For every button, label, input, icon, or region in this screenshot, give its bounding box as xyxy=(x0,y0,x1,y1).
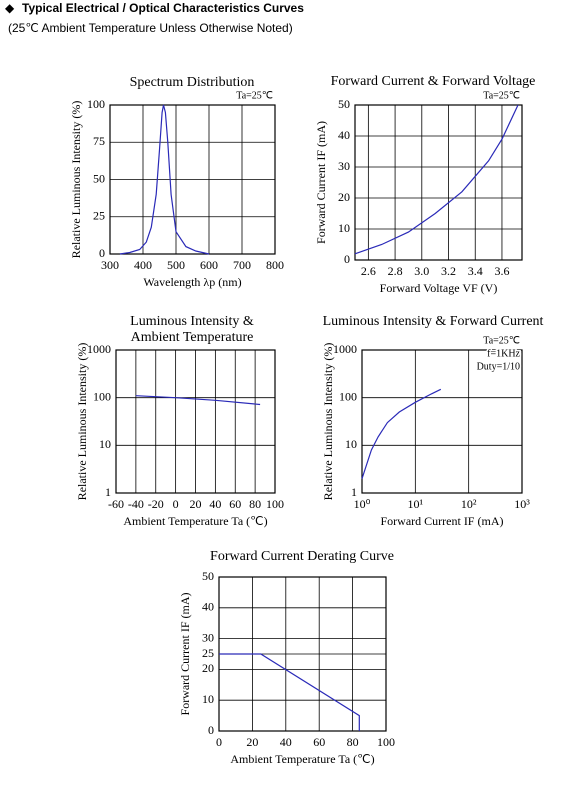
plot-frame xyxy=(115,349,276,494)
x-tick-label: 80 xyxy=(249,497,261,511)
y-tick-label: 1000 xyxy=(333,342,357,356)
x-tick-label: 20 xyxy=(190,497,202,511)
x-tick-label: 0 xyxy=(173,497,179,511)
x-tick-label: 10² xyxy=(461,497,477,511)
x-tick-label: 40 xyxy=(280,735,292,749)
annotation: Ta=25℃ xyxy=(236,90,273,101)
y-tick-label: 0 xyxy=(344,252,350,266)
x-axis-label: Ambient Temperature Ta (℃) xyxy=(123,514,267,528)
y-axis-label: Relative Luminous Intensity (%) xyxy=(75,343,89,501)
y-axis-label: Forward Current IF (mA) xyxy=(178,593,192,716)
y-tick-label: 1000 xyxy=(87,342,111,356)
x-axis-label: Forward Current IF (mA) xyxy=(381,514,504,528)
annotation: f=1KHz xyxy=(487,348,520,359)
y-tick-label: 20 xyxy=(202,661,214,675)
y-axis-label: Forward Current IF (mA) xyxy=(314,121,328,244)
chart-title: Spectrum Distribution xyxy=(130,75,255,90)
x-tick-label: 60 xyxy=(313,735,325,749)
chart-title: Luminous Intensity & Forward Current xyxy=(323,314,544,329)
y-tick-label: 10 xyxy=(338,221,350,235)
chart-title: Ambient Temperature xyxy=(131,330,254,345)
page-subtitle: (25℃ Ambient Temperature Unless Otherwis… xyxy=(8,21,293,35)
x-tick-label: 2.6 xyxy=(361,264,376,278)
x-tick-label: 3.0 xyxy=(414,264,429,278)
data-line xyxy=(135,395,261,406)
x-tick-label: 100 xyxy=(377,735,395,749)
x-tick-label: -60 xyxy=(108,497,124,511)
x-tick-label: 400 xyxy=(134,258,152,272)
y-axis-label: Relative Luminous Intensity (%) xyxy=(69,101,83,259)
x-tick-label: 0 xyxy=(216,735,222,749)
annotation: Ta=25℃ xyxy=(483,90,520,101)
x-tick-label: 10¹ xyxy=(408,497,424,511)
x-tick-label: 10³ xyxy=(514,497,530,511)
x-tick-label: 60 xyxy=(229,497,241,511)
y-tick-label: 1 xyxy=(351,485,357,499)
data-line xyxy=(361,388,442,479)
y-tick-label: 50 xyxy=(202,569,214,583)
x-tick-label: 10⁰ xyxy=(354,497,371,511)
x-tick-label: -40 xyxy=(128,497,144,511)
y-tick-label: 1 xyxy=(105,485,111,499)
x-tick-label: 20 xyxy=(246,735,258,749)
y-tick-label: 30 xyxy=(202,630,214,644)
chart-title: Luminous Intensity & xyxy=(130,314,254,329)
x-axis-label: Wavelength λp (nm) xyxy=(143,275,241,289)
x-axis-label: Forward Voltage VF (V) xyxy=(380,281,498,295)
plot-frame xyxy=(354,104,523,261)
x-tick-label: 3.2 xyxy=(441,264,456,278)
y-tick-label: 100 xyxy=(87,97,105,111)
y-tick-label: 50 xyxy=(93,171,105,185)
x-tick-label: 80 xyxy=(347,735,359,749)
y-tick-label: 100 xyxy=(339,389,357,403)
y-tick-label: 0 xyxy=(208,723,214,737)
data-line xyxy=(354,104,519,255)
y-tick-label: 10 xyxy=(99,437,111,451)
y-tick-label: 20 xyxy=(338,190,350,204)
x-tick-label: 3.6 xyxy=(494,264,509,278)
chart-title: Forward Current & Forward Voltage xyxy=(331,74,536,89)
y-tick-label: 30 xyxy=(338,159,350,173)
x-tick-label: 100 xyxy=(266,497,284,511)
x-tick-label: 700 xyxy=(233,258,251,272)
y-axis-label: Relative Luminous Intensity (%) xyxy=(321,343,335,501)
x-tick-label: 40 xyxy=(209,497,221,511)
x-tick-label: 3.4 xyxy=(468,264,483,278)
y-tick-label: 10 xyxy=(202,692,214,706)
x-tick-label: 2.8 xyxy=(388,264,403,278)
y-tick-label: 40 xyxy=(338,128,350,142)
annotation: Ta=25℃ xyxy=(483,335,520,346)
chart-title: Forward Current Derating Curve xyxy=(210,549,394,564)
x-tick-label: 600 xyxy=(200,258,218,272)
x-tick-label: 300 xyxy=(101,258,119,272)
y-tick-label: 0 xyxy=(99,246,105,260)
page-title: Typical Electrical / Optical Characteris… xyxy=(22,1,304,15)
x-tick-label: 800 xyxy=(266,258,284,272)
y-tick-label: 100 xyxy=(93,389,111,403)
x-tick-label: -20 xyxy=(148,497,164,511)
y-tick-label: 25 xyxy=(202,646,214,660)
x-tick-label: 500 xyxy=(167,258,185,272)
y-tick-label: 75 xyxy=(93,134,105,148)
y-tick-label: 40 xyxy=(202,600,214,614)
annotation: Duty=1/10 xyxy=(477,361,520,372)
x-axis-label: Ambient Temperature Ta (℃) xyxy=(230,752,374,766)
data-line xyxy=(219,653,360,731)
y-tick-label: 50 xyxy=(338,97,350,111)
plot-frame xyxy=(361,349,523,494)
y-tick-label: 10 xyxy=(345,437,357,451)
plot-frame xyxy=(109,104,276,255)
bullet: ◆ xyxy=(5,1,15,15)
data-line xyxy=(119,104,210,255)
y-tick-label: 25 xyxy=(93,209,105,223)
